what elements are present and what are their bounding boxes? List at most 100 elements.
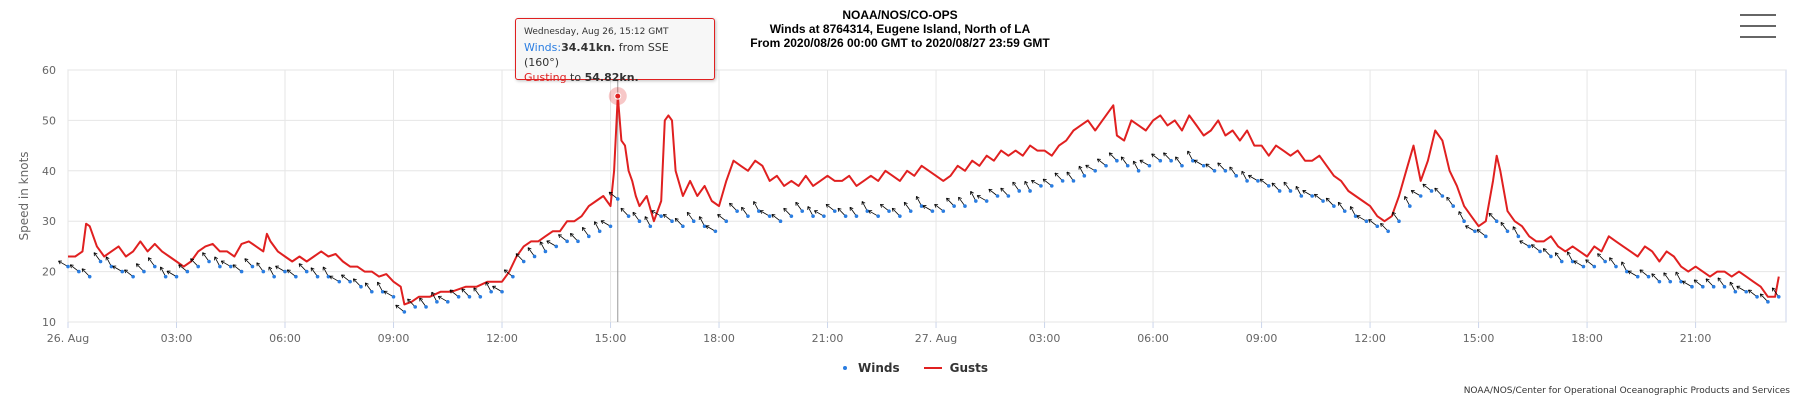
wind-arrow	[582, 227, 590, 237]
wind-dot	[109, 264, 114, 269]
wind-arrow	[880, 204, 890, 212]
wind-arrow	[837, 207, 846, 217]
wind-dot	[294, 274, 298, 279]
wind-dot	[196, 264, 201, 269]
wind-dot	[1364, 219, 1369, 223]
wind-dot	[1060, 179, 1065, 183]
wind-arrow-head	[190, 258, 195, 260]
wind-arrow-head	[58, 260, 61, 265]
wind-arrow-head	[632, 211, 637, 215]
wind-arrow-head	[879, 204, 882, 208]
y-tick-label: 60	[42, 64, 56, 77]
wind-dot	[735, 209, 739, 213]
wind-arrow-head	[341, 274, 344, 279]
wind-point	[922, 205, 935, 213]
wind-dot	[304, 269, 309, 274]
wind-point	[1705, 278, 1716, 289]
wind-dot	[1581, 264, 1586, 269]
wind-arrow	[600, 220, 611, 227]
menu-bar	[1740, 25, 1776, 27]
legend-item-winds[interactable]: Winds	[840, 361, 900, 375]
wind-arrow	[1085, 164, 1096, 172]
wind-arrow-head	[1573, 260, 1576, 265]
wind-arrow	[741, 207, 749, 217]
y-tick-label: 50	[42, 114, 56, 127]
wind-arrow-head	[1271, 182, 1274, 187]
wind-point	[891, 207, 902, 218]
wind-arrow	[431, 291, 438, 303]
wind-arrow	[322, 266, 329, 277]
wind-point	[1085, 164, 1097, 173]
wind-arrow	[753, 201, 760, 212]
legend-item-gusts[interactable]: Gusts	[923, 361, 988, 375]
wind-point	[1748, 289, 1759, 299]
wind-point	[322, 266, 331, 279]
wind-arrow	[783, 207, 792, 217]
wind-dot	[800, 209, 805, 213]
wind-point	[1024, 180, 1032, 193]
wind-arrow	[1675, 271, 1682, 282]
wind-dot	[832, 209, 837, 213]
wind-arrow	[1446, 196, 1454, 207]
wind-point	[1693, 279, 1705, 289]
wind-point	[256, 262, 266, 274]
wind-dot	[995, 194, 1000, 198]
wind-arrow	[81, 268, 90, 277]
wind-dot	[1776, 295, 1781, 299]
wind-point	[558, 234, 569, 244]
wind-dot	[1603, 259, 1607, 264]
wind-dot	[1559, 259, 1564, 264]
wind-dot	[1039, 184, 1043, 188]
wind-point	[1392, 211, 1401, 223]
wind-arrow	[1458, 211, 1465, 222]
wind-point	[946, 197, 956, 208]
wind-point	[1434, 187, 1445, 198]
wind-arrow	[365, 282, 373, 292]
wind-dot	[941, 209, 946, 213]
wind-arrow-head	[503, 269, 506, 274]
wind-arrow	[1759, 293, 1769, 303]
wind-arrow-head	[1217, 162, 1222, 165]
wind-dot	[1473, 229, 1477, 234]
wind-arrow	[136, 263, 145, 272]
x-tick-label: 27. Aug	[915, 332, 957, 345]
wind-arrow-head	[1205, 163, 1208, 168]
wind-arrow-head	[527, 247, 532, 250]
wind-arrow-head	[546, 240, 549, 245]
wind-dot	[1538, 249, 1542, 254]
wind-point	[69, 264, 81, 274]
wind-dot	[1147, 163, 1152, 168]
wind-arrow-head	[608, 192, 611, 196]
credits-text[interactable]: NOAA/NOS/Center for Operational Oceanogr…	[1463, 386, 1790, 396]
tooltip-gust-row: Gusting to 54.82kn.	[524, 70, 706, 85]
wind-point	[1108, 152, 1119, 163]
wind-dot	[153, 264, 157, 269]
wind-dot	[413, 305, 418, 309]
wind-arrow	[160, 266, 167, 277]
wind-arrow	[1217, 162, 1226, 172]
wind-dot	[1028, 189, 1032, 193]
wind-arrow-head	[1434, 187, 1439, 190]
wind-point	[729, 202, 739, 213]
wind-arrow-head	[202, 252, 206, 255]
wind-arrow-head	[651, 210, 654, 214]
wind-arrow	[190, 258, 199, 267]
wind-arrow-head	[1248, 175, 1251, 179]
wind-arrow-head	[1519, 240, 1522, 245]
wind-point	[546, 240, 559, 249]
wind-arrow-head	[1759, 293, 1762, 298]
wind-arrow	[1314, 193, 1324, 202]
wind-point	[376, 281, 385, 294]
wind-arrow-head	[1139, 160, 1142, 164]
wind-arrow	[124, 269, 134, 277]
wind-dot	[1722, 284, 1727, 289]
wind-dot	[1332, 204, 1336, 208]
chart-date-range: From 2020/08/26 00:00 GMT to 2020/08/27 …	[750, 36, 1050, 50]
wind-arrow-head	[1446, 196, 1451, 199]
wind-arrow	[1736, 285, 1747, 293]
menu-bar	[1740, 14, 1776, 16]
wind-arrow-head	[1609, 257, 1613, 260]
wind-arrow-head	[861, 201, 866, 204]
wind-point	[341, 274, 352, 284]
hamburger-menu-icon[interactable]	[1740, 14, 1776, 44]
